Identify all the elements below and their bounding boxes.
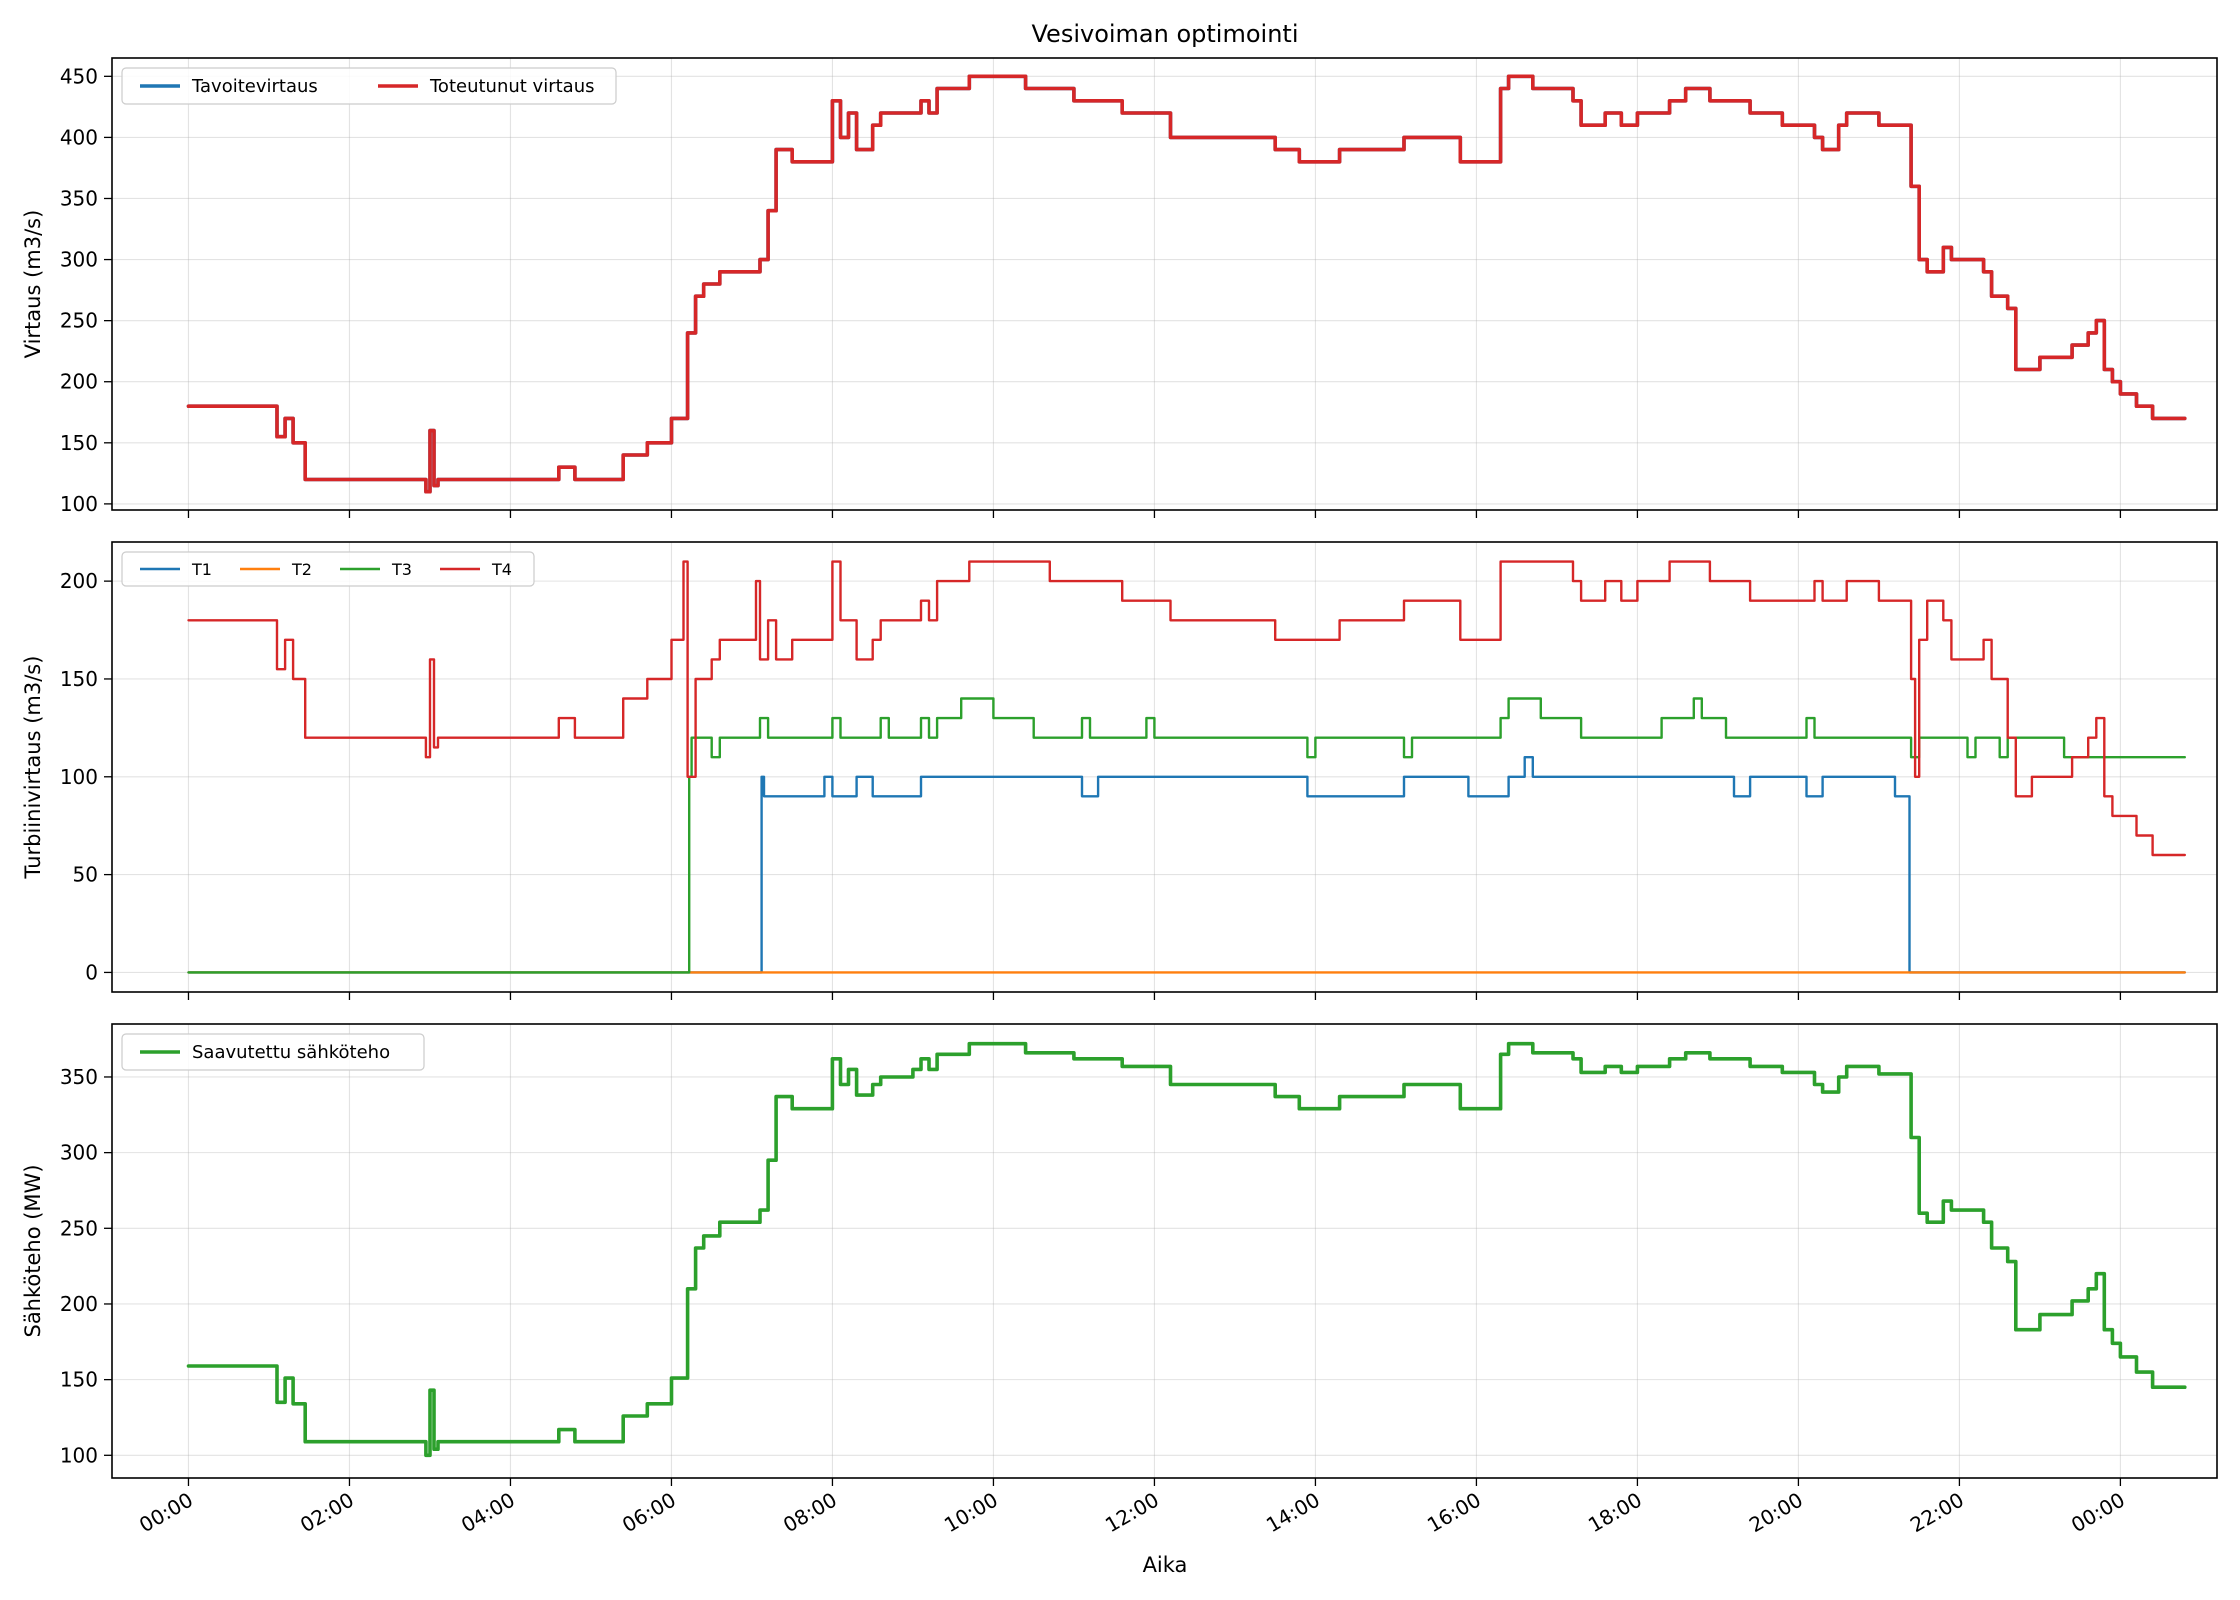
y-tick-label: 250	[60, 1216, 98, 1240]
legend-box	[121, 67, 617, 105]
x-tick-label: 00:00	[2067, 1488, 2129, 1538]
legend: T1 T2 T3 T4	[121, 551, 535, 587]
y-tick-label: 100	[60, 765, 98, 789]
x-tick-label: 08:00	[779, 1488, 841, 1538]
panel-1: 100 150 200 250 300 350 400 450 Virtaus (m3/s) Ta…	[21, 57, 2218, 518]
x-tick-label: 02:00	[296, 1488, 358, 1538]
x-tick-label: 00:00	[135, 1488, 197, 1538]
y-tick-label: 50	[73, 863, 98, 887]
x-tick-label: 22:00	[1906, 1488, 1968, 1538]
y-tick-label: 300	[60, 248, 98, 272]
y-tick-label: 350	[60, 1065, 98, 1089]
y-tick-label: 200	[60, 1292, 98, 1316]
y-tick-label: 100	[60, 1443, 98, 1467]
y-axis-label: Sähköteho (MW)	[21, 1164, 45, 1337]
y-tick-label: 450	[60, 64, 98, 88]
series-line-t3	[187, 697, 2186, 974]
legend-box	[121, 551, 535, 587]
x-tick-label: 16:00	[1423, 1488, 1485, 1538]
legend-label: T4	[491, 560, 512, 579]
y-tick-label: 200	[60, 370, 98, 394]
series-line-saavutettu-sähköteho	[186, 1041, 2187, 1458]
panel-2: 0 50 100 150 200 Turbiinivirtaus (m3/s) T1 T2 T3…	[21, 541, 2218, 1000]
y-axis-label: Virtaus (m3/s)	[21, 210, 45, 359]
y-tick-label: 150	[60, 667, 98, 691]
x-tick-label: 04:00	[457, 1488, 519, 1538]
series-line-t4	[187, 560, 2186, 857]
series-line-toteutunut-virtaus	[186, 74, 2187, 494]
legend-box	[121, 1033, 425, 1071]
y-tick-label: 100	[60, 492, 98, 516]
x-tick-label: 14:00	[1262, 1488, 1324, 1538]
x-tick-label: 10:00	[940, 1488, 1002, 1538]
axes-frame	[111, 541, 2218, 993]
y-axis-label: Turbiinivirtaus (m3/s)	[21, 656, 45, 880]
x-tick-label: 06:00	[618, 1488, 680, 1538]
axes-layer: 100 150 200 250 300 350 400 450 Virtaus (m3/s) Ta…	[21, 57, 2218, 1538]
legend-label: T3	[391, 560, 412, 579]
y-tick-label: 300	[60, 1141, 98, 1165]
legend: Saavutettu sähköteho	[121, 1033, 425, 1071]
x-tick-label: 20:00	[1745, 1488, 1807, 1538]
panel-3: 100 150 200 250 300 350 Sähköteho (MW) Saavutet…	[21, 1023, 2218, 1486]
legend-label: T2	[291, 560, 312, 579]
y-tick-label: 200	[60, 569, 98, 593]
y-tick-label: 0	[85, 960, 98, 984]
series-line-t1	[187, 756, 2186, 974]
x-tick-label: 12:00	[1101, 1488, 1163, 1538]
legend-label: Saavutettu sähköteho	[192, 1042, 390, 1063]
y-tick-label: 400	[60, 125, 98, 149]
legend-label: Tavoitevirtaus	[191, 76, 318, 97]
legend-label: T1	[191, 560, 212, 579]
legend-label: Toteutunut virtaus	[429, 76, 594, 97]
y-tick-label: 250	[60, 309, 98, 333]
axes-frame	[111, 57, 2218, 511]
axes-frame	[111, 1023, 2218, 1479]
chart-title: Vesivoiman optimointi	[1032, 20, 1299, 48]
x-tick-label: 18:00	[1584, 1488, 1646, 1538]
y-tick-label: 150	[60, 1368, 98, 1392]
y-tick-label: 150	[60, 431, 98, 455]
legend: Tavoitevirtaus Toteutunut virtaus	[121, 67, 617, 105]
y-tick-label: 350	[60, 186, 98, 210]
x-axis-label: Aika	[1143, 1553, 1188, 1577]
